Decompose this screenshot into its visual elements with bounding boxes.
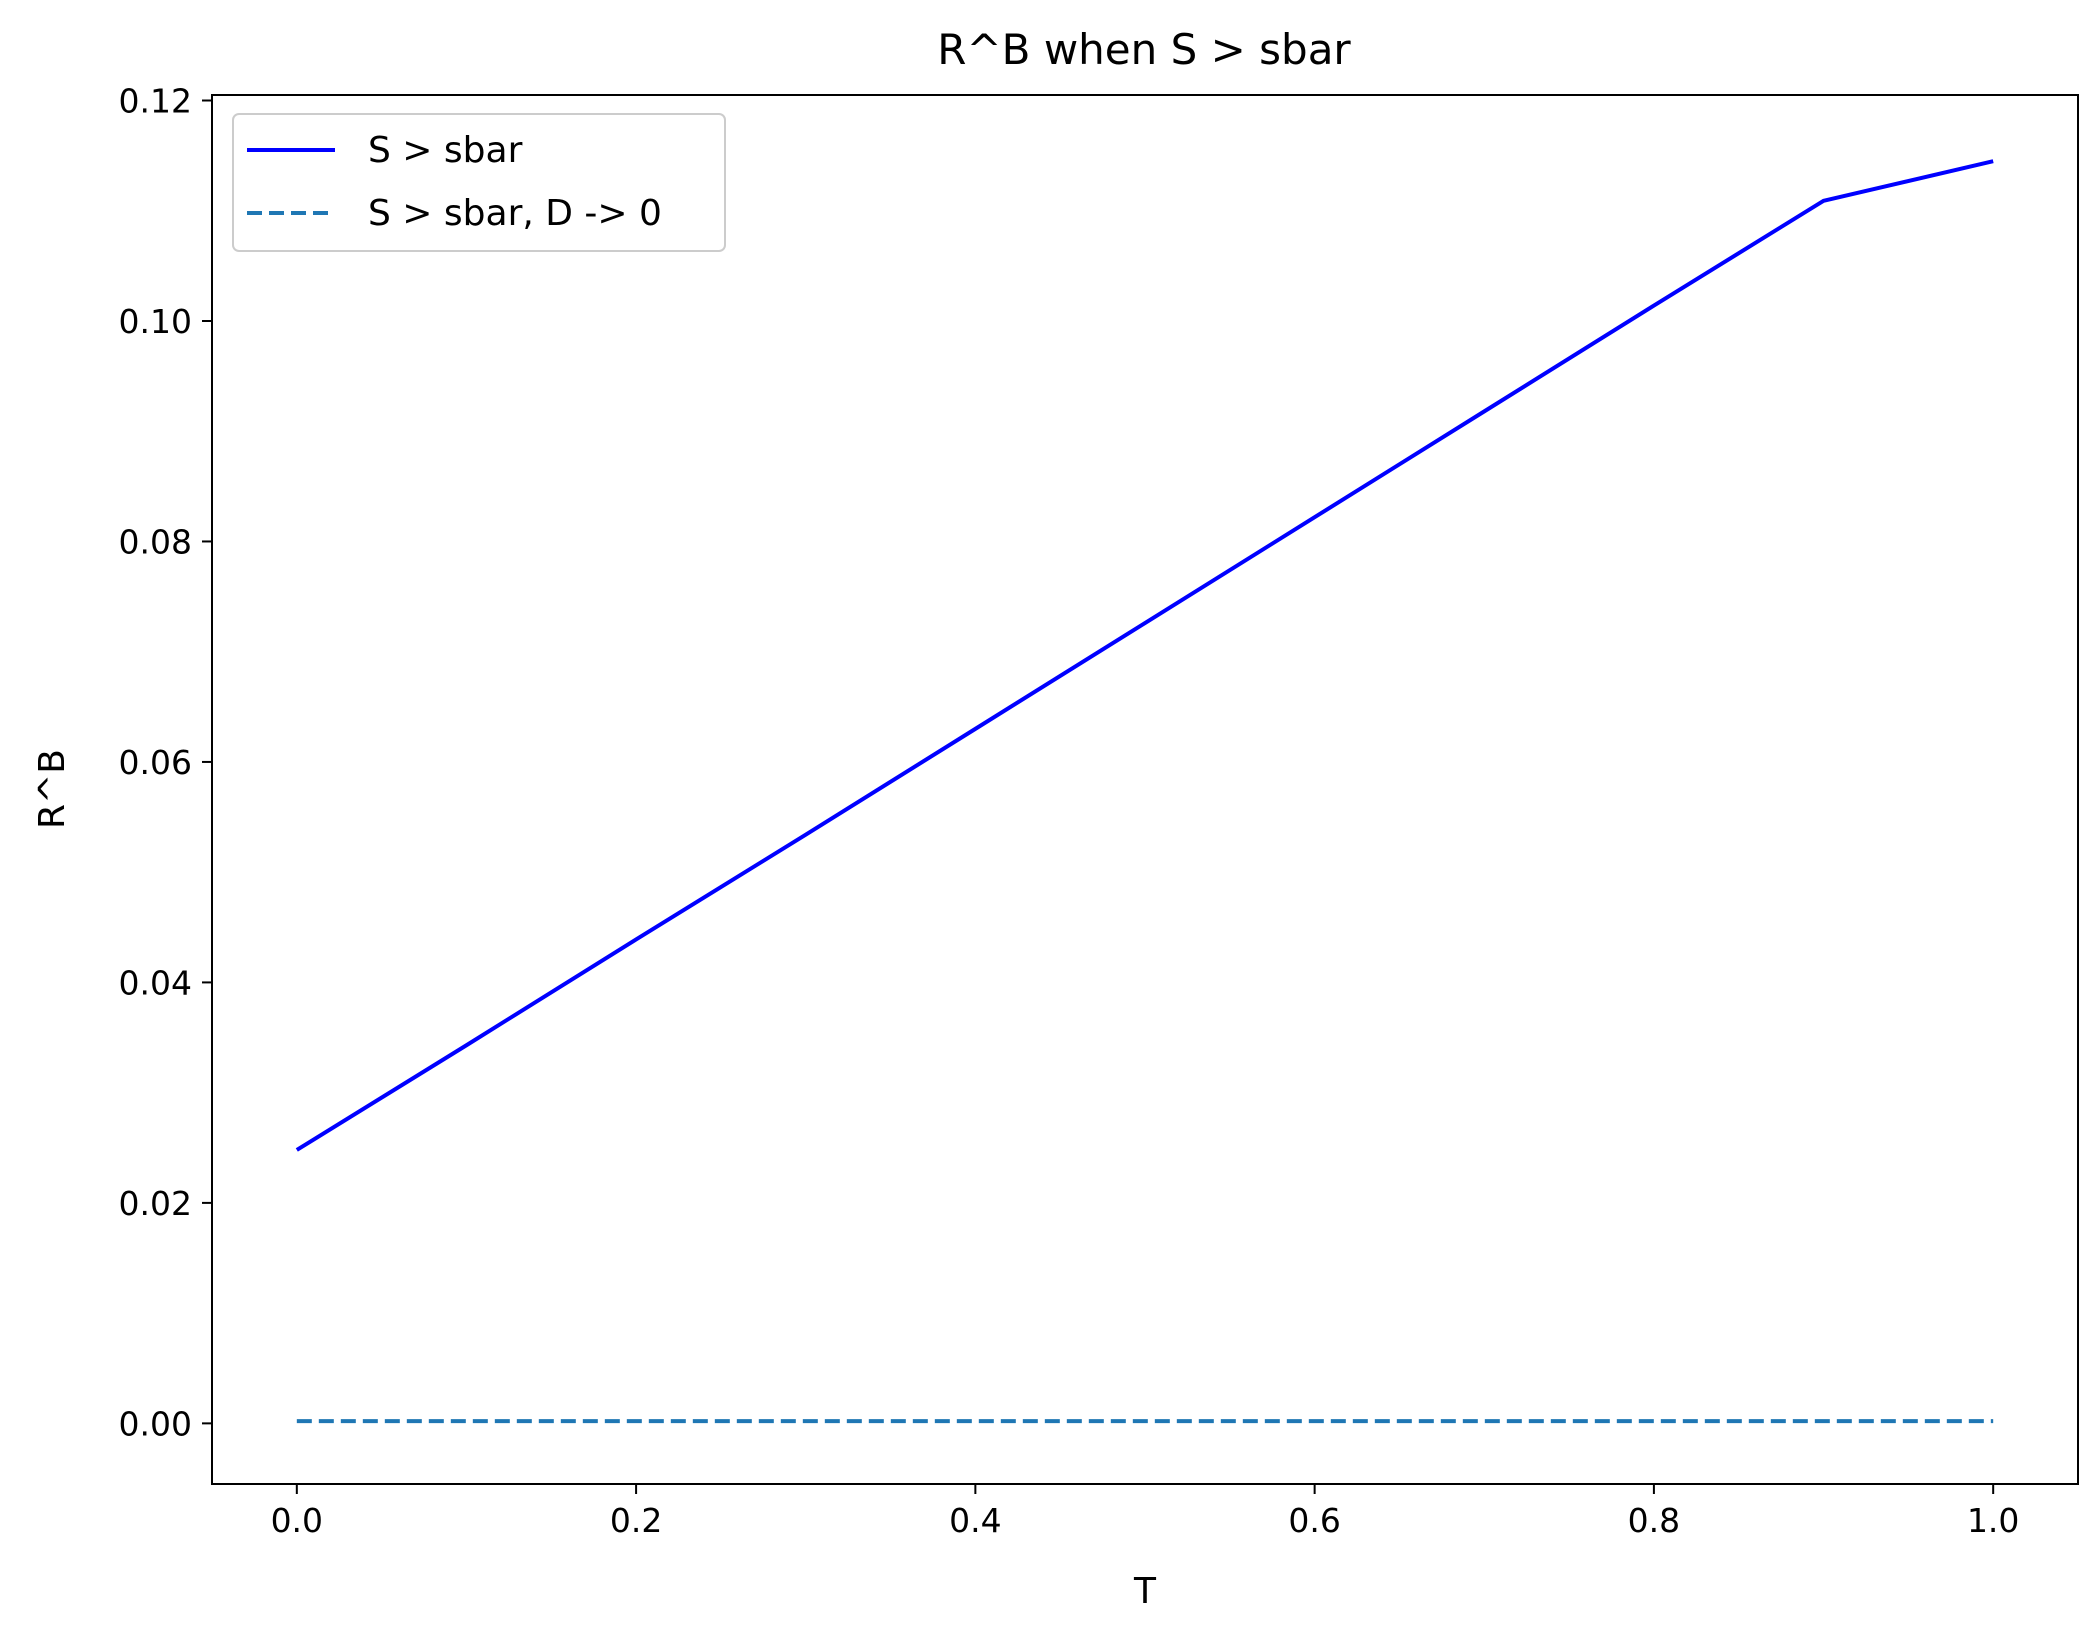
chart-title: R^B when S > sbar [937, 25, 1351, 74]
x-axis-label: T [1133, 1571, 1157, 1612]
x-tick-label: 0.8 [1628, 1501, 1680, 1540]
x-tick-label: 0.2 [610, 1501, 662, 1540]
plot-frame [211, 94, 2079, 1485]
series-line-1 [295, 159, 1994, 1152]
x-tick-label: 0.0 [271, 1501, 323, 1540]
legend-label-1: S > sbar [368, 130, 523, 171]
y-tick-label: 0.06 [119, 743, 192, 782]
y-tick-label: 0.08 [119, 522, 192, 561]
y-tick-label: 0.00 [119, 1404, 192, 1443]
y-tick-label: 0.02 [119, 1184, 192, 1223]
x-tick-label: 0.6 [1288, 1501, 1340, 1540]
x-tick-label: 1.0 [1967, 1501, 2019, 1540]
legend-label-2: S > sbar, D -> 0 [368, 193, 662, 234]
y-tick-label: 0.12 [119, 82, 192, 121]
legend-box [232, 113, 726, 252]
y-axis-label: R^B [32, 749, 73, 829]
y-tick-label: 0.04 [119, 963, 192, 1002]
legend: S > sbar S > sbar, D -> 0 [232, 113, 726, 252]
y-tick-label: 0.10 [119, 302, 192, 341]
x-tick-label: 0.4 [949, 1501, 1001, 1540]
